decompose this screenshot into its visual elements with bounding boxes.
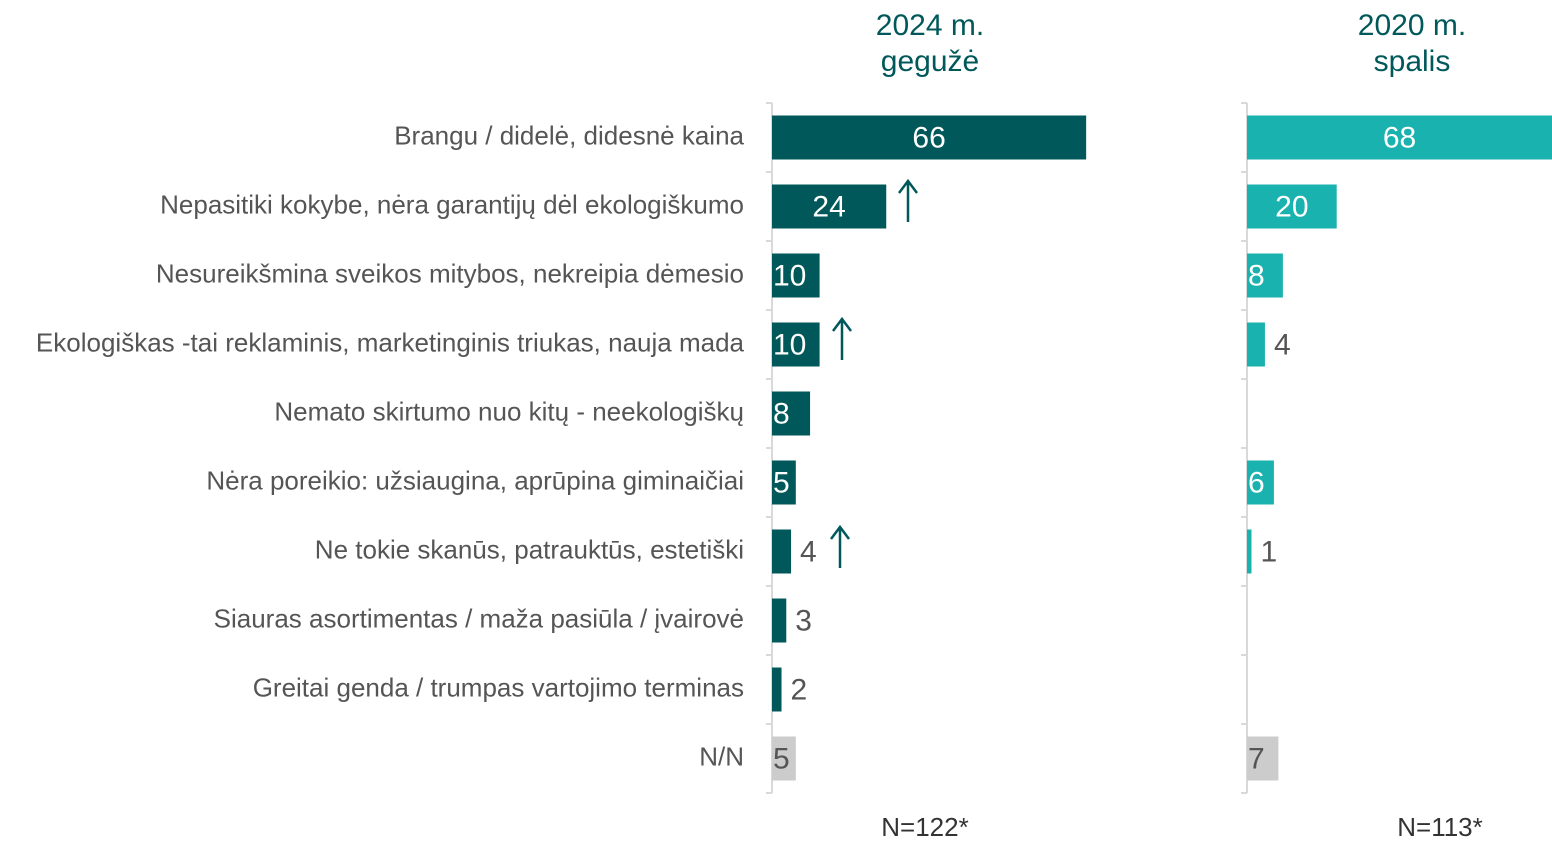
category-label: Nesureikšmina sveikos mitybos, nekreipia… <box>156 258 744 288</box>
category-label: N/N <box>699 741 744 771</box>
bar <box>772 667 782 712</box>
footnote: N=122* <box>881 812 969 842</box>
panel-title: 2024 m. gegužė <box>875 9 985 78</box>
value-label: 2 <box>791 673 808 706</box>
bar <box>1247 115 1552 160</box>
bar <box>1247 529 1252 574</box>
bar <box>1247 736 1279 781</box>
value-label: 6 <box>1248 466 1265 499</box>
value-label: 10 <box>773 259 806 292</box>
arrow-up <box>832 316 852 360</box>
category-label: Brangu / didelė, didesnė kaina <box>394 120 744 150</box>
bar <box>772 460 796 505</box>
value-label: 5 <box>773 742 790 775</box>
footnote: N=113* <box>1397 812 1483 842</box>
panel-title: 2020 m. spalis <box>1357 9 1467 78</box>
value-label: 68 <box>1383 121 1416 154</box>
value-label: 1 <box>1260 535 1277 568</box>
value-label: 10 <box>773 328 806 361</box>
bar <box>772 736 796 781</box>
bar <box>772 115 1087 160</box>
value-label: 5 <box>773 466 790 499</box>
value-label: 66 <box>912 121 945 154</box>
bar <box>772 253 820 298</box>
category-label: Ne tokie skanūs, patrauktūs, estetiški <box>315 534 744 564</box>
bar <box>772 184 887 229</box>
bar <box>1247 322 1265 367</box>
category-label: Ekologiškas -tai reklaminis, marketingin… <box>36 327 745 357</box>
bar <box>1247 460 1274 505</box>
bar <box>1247 253 1283 298</box>
value-label: 20 <box>1275 190 1308 223</box>
value-label: 8 <box>773 397 790 430</box>
bar <box>772 529 792 574</box>
arrow-up <box>830 524 850 568</box>
increase-arrows <box>830 178 918 568</box>
arrow-up <box>898 178 918 222</box>
bar <box>772 598 787 643</box>
value-label: 7 <box>1248 742 1265 775</box>
bar <box>1247 184 1337 229</box>
bar <box>772 391 811 436</box>
bar <box>772 322 820 367</box>
value-label: 4 <box>1274 328 1291 361</box>
value-label: 4 <box>800 535 817 568</box>
category-label: Nemato skirtumo nuo kitų - neekologiškų <box>274 396 744 426</box>
category-label: Greitai genda / trumpas vartojimo termin… <box>253 672 744 702</box>
category-label: Siauras asortimentas / maža pasiūla / įv… <box>214 603 744 633</box>
category-label: Nepasitiki kokybe, nėra garantijų dėl ek… <box>160 189 744 219</box>
value-label: 8 <box>1248 259 1265 292</box>
category-label: Nėra poreikio: užsiaugina, aprūpina gimi… <box>206 465 744 495</box>
value-label: 24 <box>812 190 845 223</box>
value-label: 3 <box>795 604 812 637</box>
